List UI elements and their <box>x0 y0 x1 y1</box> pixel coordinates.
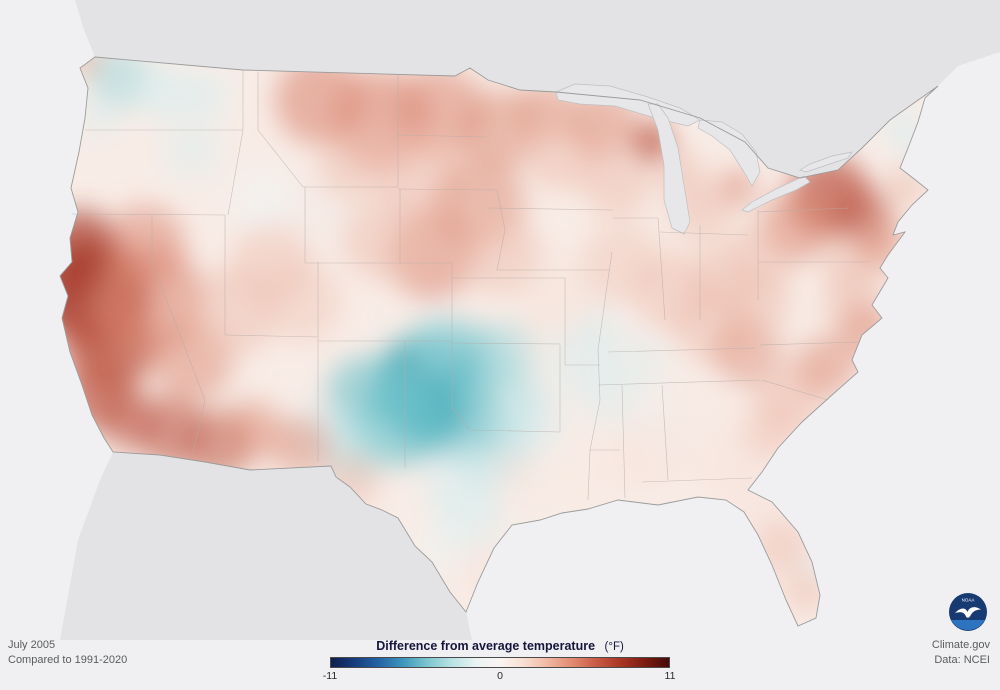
colorbar-gradient <box>330 657 670 668</box>
colorbar-tick-max: 11 <box>664 670 676 682</box>
lake-erie <box>741 175 811 213</box>
anomaly-blob-layer <box>60 57 938 613</box>
map-period: July 2005 <box>8 639 56 652</box>
legend-unit: (°F) <box>604 641 624 653</box>
noaa-logo-text: NOAA <box>962 598 975 603</box>
lake-huron <box>697 119 761 187</box>
great-lakes <box>555 83 853 235</box>
canada-landmass <box>75 0 1000 178</box>
colorbar-ticks: -11 0 11 <box>323 670 676 684</box>
colorbar-legend: Difference from average temperature (°F)… <box>280 639 720 684</box>
noaa-seagull-icon <box>955 607 981 618</box>
legend-title-text: Difference from average temperature <box>376 639 596 653</box>
mexico-landmass <box>60 452 472 640</box>
state-borders <box>71 70 870 501</box>
attribution: Climate.gov Data: NCEI <box>932 638 990 668</box>
lake-ontario <box>799 151 853 173</box>
attribution-source: Data: NCEI <box>934 654 990 667</box>
noaa-logo: NOAA <box>949 593 987 631</box>
noaa-logo-sea <box>951 620 985 631</box>
lake-michigan <box>647 103 691 235</box>
colorbar-tick-min: -11 <box>322 670 338 682</box>
colorbar-tick-zero: 0 <box>497 670 503 682</box>
map-baseline: Compared to 1991-2020 <box>8 654 128 667</box>
map-metadata: July 2005 Compared to 1991-2020 <box>8 638 127 668</box>
us-outline <box>59 56 939 627</box>
attribution-site: Climate.gov <box>931 639 990 652</box>
anomaly-field <box>60 57 938 626</box>
legend-title: Difference from average temperature (°F) <box>280 639 720 653</box>
